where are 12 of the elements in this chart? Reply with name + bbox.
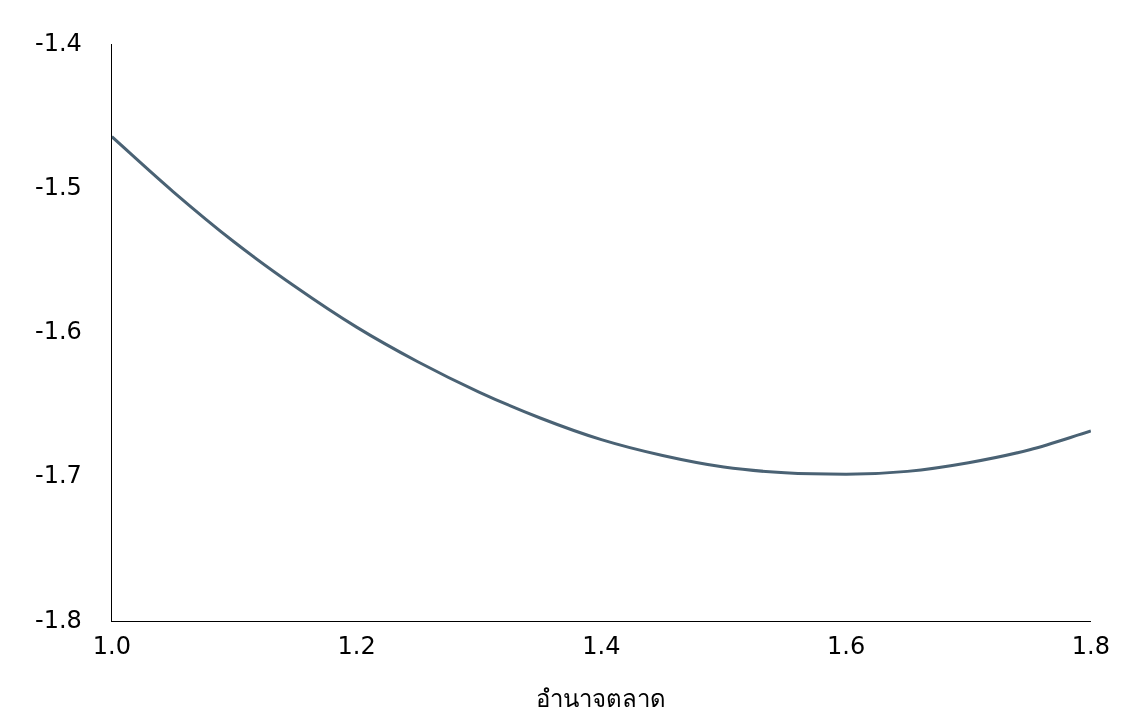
x-tick-label: 1.0 [92,632,131,661]
y-tick-label: -1.8 [35,605,82,634]
y-tick-label: -1.5 [35,172,82,201]
x-tick-label: 1.8 [1071,632,1110,661]
x-tick-label: 1.2 [337,632,376,661]
y-tick-label: -1.6 [35,317,82,346]
y-tick-label: -1.4 [35,28,82,57]
line-series [111,135,1091,476]
x-tick-label: 1.6 [827,632,866,661]
y-tick-label: -1.7 [35,461,82,490]
x-axis-title: อำนาจตลาด [536,684,667,713]
x-tick-label: 1.4 [582,632,621,661]
